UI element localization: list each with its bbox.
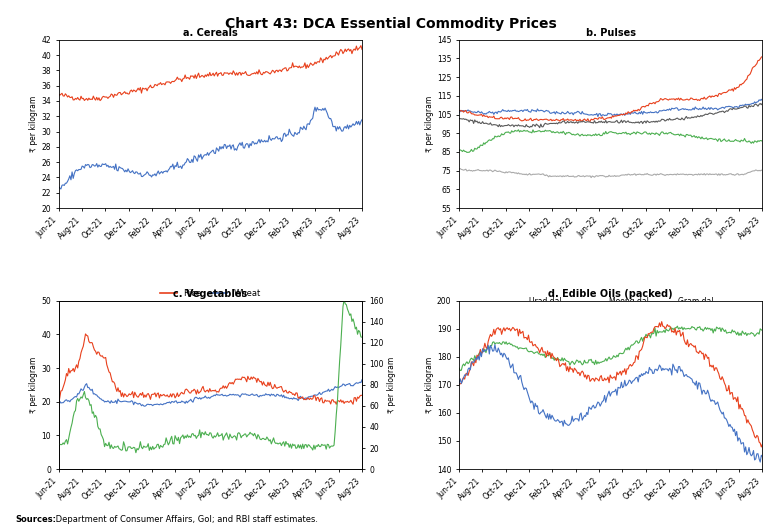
Title: c. Vegetables: c. Vegetables <box>173 288 247 298</box>
Text: Sources:: Sources: <box>16 515 56 524</box>
Y-axis label: ₹ per kilogram: ₹ per kilogram <box>425 357 434 413</box>
Y-axis label: ₹ per kilogram: ₹ per kilogram <box>387 357 396 413</box>
Legend: Urad dal, Tur/ Arhar dal, Moong dal, Masoor dal, Gram dal: Urad dal, Tur/ Arhar dal, Moong dal, Mas… <box>504 294 717 322</box>
Legend: Rice, Wheat: Rice, Wheat <box>157 286 264 302</box>
Y-axis label: ₹ per kilogram: ₹ per kilogram <box>425 96 434 152</box>
Y-axis label: ₹ per kilogram: ₹ per kilogram <box>30 96 38 152</box>
Text: Department of Consumer Affairs, GoI; and RBI staff estimates.: Department of Consumer Affairs, GoI; and… <box>53 515 318 524</box>
Title: d. Edible Oils (packed): d. Edible Oils (packed) <box>548 288 673 298</box>
Y-axis label: ₹ per kilogram: ₹ per kilogram <box>30 357 38 413</box>
Title: b. Pulses: b. Pulses <box>586 28 636 38</box>
Title: a. Cereals: a. Cereals <box>183 28 238 38</box>
Text: Chart 43: DCA Essential Commodity Prices: Chart 43: DCA Essential Commodity Prices <box>225 17 557 31</box>
